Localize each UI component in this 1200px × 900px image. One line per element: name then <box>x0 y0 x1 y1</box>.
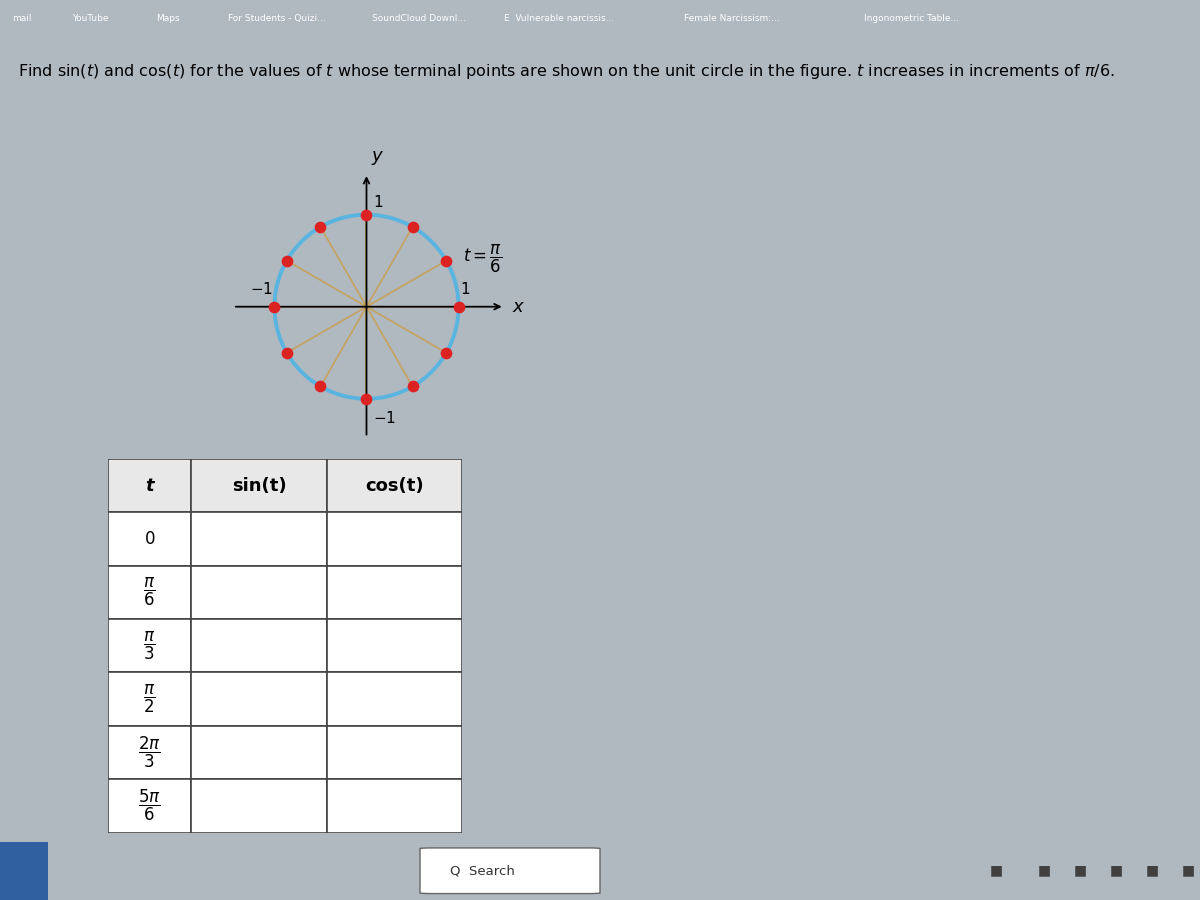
Text: ■: ■ <box>1110 864 1122 878</box>
Text: ■: ■ <box>1074 864 1086 878</box>
Text: YouTube: YouTube <box>72 14 108 23</box>
Text: $1$: $1$ <box>373 194 383 210</box>
Text: $y$: $y$ <box>371 148 384 166</box>
Bar <box>108 619 191 672</box>
Bar <box>108 566 191 619</box>
Text: $-1$: $-1$ <box>373 410 396 426</box>
Text: Find sin($t$) and cos($t$) for the values of $t$ whose terminal points are shown: Find sin($t$) and cos($t$) for the value… <box>18 62 1115 81</box>
Point <box>277 254 296 268</box>
Text: Ingonometric Table...: Ingonometric Table... <box>864 14 959 23</box>
Text: Female Narcissism:...: Female Narcissism:... <box>684 14 780 23</box>
Text: Q  Search: Q Search <box>450 864 515 878</box>
Text: $\dfrac{\pi}{6}$: $\dfrac{\pi}{6}$ <box>143 576 156 608</box>
Text: $-1$: $-1$ <box>250 281 272 297</box>
Bar <box>328 725 462 779</box>
Text: mail: mail <box>12 14 31 23</box>
Bar <box>191 779 328 832</box>
Text: $1$: $1$ <box>461 281 470 297</box>
FancyBboxPatch shape <box>420 848 600 894</box>
Text: $\dfrac{2\pi}{3}$: $\dfrac{2\pi}{3}$ <box>138 735 161 770</box>
Bar <box>108 512 191 566</box>
Text: For Students - Quizi...: For Students - Quizi... <box>228 14 325 23</box>
Point <box>437 254 456 268</box>
Bar <box>108 672 191 725</box>
Point <box>403 220 422 234</box>
Text: ■: ■ <box>1146 864 1158 878</box>
Text: t: t <box>145 477 154 495</box>
Bar <box>0 842 48 900</box>
Bar <box>108 725 191 779</box>
Bar <box>328 619 462 672</box>
Text: $\dfrac{\pi}{2}$: $\dfrac{\pi}{2}$ <box>143 683 156 716</box>
Bar <box>328 566 462 619</box>
Bar <box>328 672 462 725</box>
Bar <box>328 779 462 832</box>
Text: ■: ■ <box>1038 864 1050 878</box>
Text: sin(t): sin(t) <box>232 477 287 495</box>
Point <box>311 220 330 234</box>
Bar <box>108 459 191 512</box>
Text: $\dfrac{5\pi}{6}$: $\dfrac{5\pi}{6}$ <box>138 788 161 824</box>
Bar <box>108 779 191 832</box>
Bar <box>191 672 328 725</box>
Bar <box>191 459 328 512</box>
Bar <box>328 512 462 566</box>
Bar <box>191 512 328 566</box>
Text: $\dfrac{\pi}{3}$: $\dfrac{\pi}{3}$ <box>143 630 156 662</box>
Point <box>356 392 376 406</box>
Bar <box>191 619 328 672</box>
Text: ■: ■ <box>990 864 1002 878</box>
Point <box>265 300 284 314</box>
Text: E  Vulnerable narcissis...: E Vulnerable narcissis... <box>504 14 614 23</box>
Text: $t = \dfrac{\pi}{6}$: $t = \dfrac{\pi}{6}$ <box>463 243 503 274</box>
Point <box>403 379 422 393</box>
Text: ■: ■ <box>1182 864 1194 878</box>
Point <box>277 346 296 360</box>
Bar <box>328 459 462 512</box>
Bar <box>191 725 328 779</box>
Point <box>449 300 468 314</box>
Text: $0$: $0$ <box>144 530 155 548</box>
Point <box>311 379 330 393</box>
Text: SoundCloud Downl...: SoundCloud Downl... <box>372 14 466 23</box>
Point <box>356 207 376 221</box>
Text: cos(t): cos(t) <box>366 477 424 495</box>
Text: $x$: $x$ <box>512 298 526 316</box>
Bar <box>191 566 328 619</box>
Point <box>437 346 456 360</box>
Text: Maps: Maps <box>156 14 180 23</box>
